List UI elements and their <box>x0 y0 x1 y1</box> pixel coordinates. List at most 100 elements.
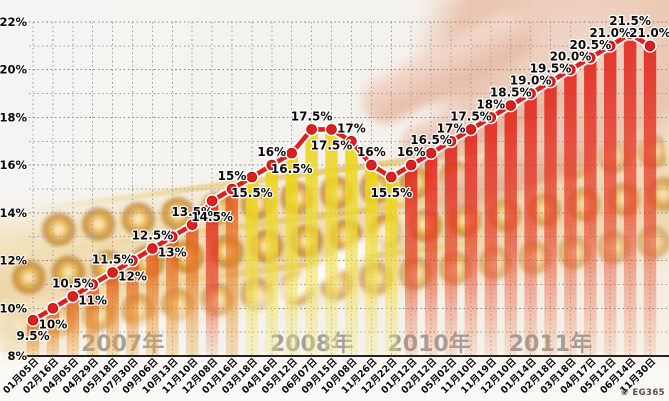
bar <box>46 308 60 356</box>
value-label: 19.5% <box>530 62 572 76</box>
data-point-marker <box>47 302 59 314</box>
watermark-credit: © EG365 <box>620 388 665 398</box>
value-label: 10% <box>39 317 68 331</box>
value-label: 17.5% <box>291 109 333 123</box>
data-point-marker <box>385 171 397 183</box>
bar <box>26 320 40 356</box>
y-axis-label: 22% <box>0 15 27 29</box>
data-point-marker <box>147 243 158 254</box>
data-point-marker <box>107 267 118 278</box>
bar <box>325 129 338 356</box>
value-label: 12.5% <box>132 229 174 243</box>
bar <box>604 45 617 357</box>
data-point-marker <box>545 76 556 87</box>
value-label: 15% <box>218 169 247 183</box>
bar <box>146 248 159 356</box>
data-point-marker <box>246 171 258 183</box>
bar <box>265 165 278 356</box>
bar <box>584 57 597 357</box>
bar <box>484 117 497 357</box>
data-point-marker <box>346 136 357 147</box>
data-point-marker <box>286 147 298 159</box>
value-label: 16.5% <box>271 162 313 176</box>
y-axis-label: 8% <box>7 349 27 363</box>
value-label: 18.5% <box>490 86 532 100</box>
value-label: 11.5% <box>92 253 134 267</box>
data-point-marker <box>565 64 576 75</box>
value-label: 16% <box>357 145 386 159</box>
data-point-marker <box>326 124 337 135</box>
bar <box>166 236 179 356</box>
data-point-marker <box>624 28 636 40</box>
data-point-marker <box>525 88 536 99</box>
data-point-marker <box>87 279 98 290</box>
bar <box>444 141 458 356</box>
data-point-marker <box>584 52 596 64</box>
bar <box>623 33 637 357</box>
data-point-marker <box>306 124 317 135</box>
data-point-marker <box>266 159 278 171</box>
value-label: 13.5% <box>171 205 213 219</box>
value-label: 9.5% <box>16 329 49 343</box>
value-label: 17% <box>337 121 366 135</box>
value-label: 11% <box>78 293 107 307</box>
bar <box>424 153 438 356</box>
value-label: 13% <box>158 246 187 260</box>
bar <box>643 45 657 357</box>
y-axis-label: 16% <box>0 158 27 172</box>
value-label: 12% <box>118 270 147 284</box>
bar <box>205 200 219 356</box>
data-point-marker <box>485 112 497 123</box>
data-point-marker <box>366 159 377 171</box>
bar <box>564 69 577 356</box>
y-axis-label: 10% <box>0 301 27 315</box>
bar <box>245 177 259 356</box>
value-label: 16% <box>397 145 426 159</box>
axis-footer-fade <box>0 352 669 401</box>
value-label: 14.5% <box>191 210 233 224</box>
bar <box>106 272 119 356</box>
data-point-marker <box>127 255 138 266</box>
value-label: 19.0% <box>510 74 552 88</box>
data-point-marker <box>206 195 218 207</box>
value-label: 17.5% <box>311 138 353 152</box>
value-label: 20.5% <box>569 38 611 52</box>
bar <box>186 224 199 356</box>
bar <box>544 81 557 356</box>
value-label: 16.5% <box>410 133 452 147</box>
bar <box>86 284 99 356</box>
data-point-marker <box>425 147 437 159</box>
y-axis-label: 12% <box>0 254 27 268</box>
data-point-marker <box>445 136 457 147</box>
data-point-marker <box>67 291 79 302</box>
bar <box>524 93 537 356</box>
bar <box>66 296 79 356</box>
value-label: 16% <box>257 145 286 159</box>
value-label: 20.0% <box>550 50 592 64</box>
data-point-marker <box>27 314 39 326</box>
bar <box>305 129 318 356</box>
y-axis-label: 18% <box>0 110 27 124</box>
bar <box>405 165 418 356</box>
data-point-marker <box>644 40 656 52</box>
bar <box>126 260 139 356</box>
bar <box>365 165 378 356</box>
value-label: 10.5% <box>52 276 94 290</box>
bar <box>225 189 239 356</box>
data-point-marker <box>186 219 198 231</box>
value-label: 15.5% <box>370 186 412 200</box>
data-point-marker <box>405 159 417 171</box>
data-point-marker <box>505 100 517 111</box>
y-axis-label: 14% <box>0 206 27 220</box>
value-label: 17% <box>437 121 466 135</box>
data-point-marker <box>604 40 616 52</box>
bar <box>285 153 298 356</box>
value-label: 17.5% <box>450 109 492 123</box>
data-point-marker <box>167 231 178 243</box>
data-point-marker <box>465 124 477 135</box>
bar <box>345 141 358 356</box>
value-label: 18% <box>476 97 505 111</box>
data-point-marker <box>226 183 238 195</box>
